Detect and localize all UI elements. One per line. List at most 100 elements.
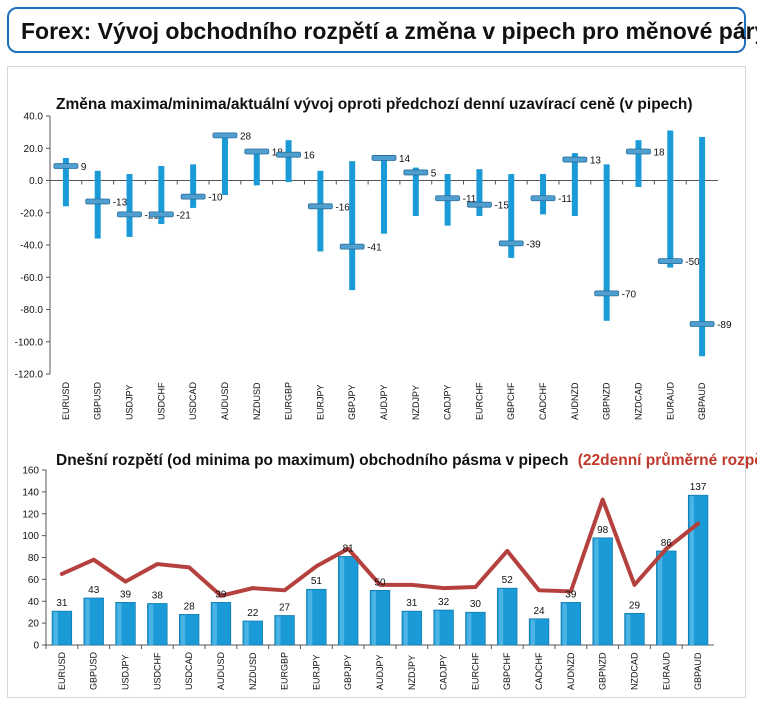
chart1-current-marker xyxy=(212,132,238,139)
chart1-current-marker xyxy=(498,240,524,247)
chart2-data-label: 81 xyxy=(343,543,355,554)
chart1-data-label: -13 xyxy=(113,197,128,208)
chart2-data-label: 52 xyxy=(502,575,514,586)
chart2-bar-highlight xyxy=(657,551,663,645)
chart2-bar-highlight xyxy=(467,613,472,645)
chart2-bar-highlight xyxy=(594,538,599,645)
chart2-data-label: 29 xyxy=(629,600,641,611)
chart2-data-label: 51 xyxy=(311,576,323,587)
chart1-range-bar xyxy=(603,164,610,321)
page-header: Forex: Vývoj obchodního rozpětí a změna … xyxy=(7,7,757,53)
chart1-current-marker xyxy=(180,193,206,200)
chart2-category-label: EURJPY xyxy=(311,654,321,690)
chart2-category-label: NZDCAD xyxy=(629,652,639,690)
chart2-category-label: USDCHF xyxy=(152,652,162,690)
chart2-data-label: 86 xyxy=(661,538,673,549)
chart2-category-label: EURGBP xyxy=(280,652,290,690)
chart1-axes: 40.0 20.0 0.0 -20.0 -40.0 -60.0 -80.0 -100.0 -12… xyxy=(15,112,718,420)
chart2-bar-highlight xyxy=(562,603,567,645)
chart1-current-marker xyxy=(339,243,365,250)
chart2-bar-highlight xyxy=(308,590,313,645)
chart2-category-label: GBPNZD xyxy=(598,652,608,690)
chart1-category-label: EURCHF xyxy=(474,382,484,420)
chart1-current-marker xyxy=(276,151,301,158)
chart1-y-tick-label: 0.0 xyxy=(29,176,43,187)
chart2-y-tick-label: 100 xyxy=(22,531,39,542)
chart2-data-label: 38 xyxy=(152,590,164,601)
chart1-category-label: GBPUSD xyxy=(93,381,103,420)
chart1-y-tick-label: 20.0 xyxy=(24,144,44,155)
chart2-category-label: NZDUSD xyxy=(248,652,258,690)
chart1-category-label: NZDJPY xyxy=(411,385,421,420)
chart2-bar-highlight xyxy=(117,603,122,645)
chart1-category-label: CADJPY xyxy=(443,384,453,420)
chart2-data-label: 31 xyxy=(406,598,418,609)
chart1-marks: 9-13-21-21-10281816-16-41145-11-15-39-11… xyxy=(53,130,732,357)
chart1-current-marker xyxy=(148,211,174,218)
chart1-category-label: GBPAUD xyxy=(697,382,707,420)
chart1-category-label: AUDNZD xyxy=(570,382,580,420)
chart2-bar-highlight xyxy=(530,619,536,645)
chart2-bar-highlight xyxy=(85,598,90,645)
chart2-bar-highlight xyxy=(435,611,440,645)
chart1-range-bar xyxy=(699,136,706,357)
chart2-y-tick-label: 140 xyxy=(22,487,39,498)
chart1-current-marker xyxy=(53,163,79,169)
chart1-range-bar xyxy=(476,169,483,216)
chart2-data-label: 32 xyxy=(438,597,450,608)
chart1-data-label: 13 xyxy=(590,156,602,167)
chart1-range-bar xyxy=(94,170,101,239)
chart2-data-label: 43 xyxy=(88,585,100,596)
chart2-category-label: NZDJPY xyxy=(407,655,417,690)
chart1-range-bar xyxy=(540,174,547,215)
chart2-category-label: EURAUD xyxy=(661,651,671,690)
chart1-current-marker xyxy=(307,203,333,210)
chart1-current-marker xyxy=(689,321,715,327)
chart1-range-bar xyxy=(667,130,674,268)
chart2-data-label: 28 xyxy=(184,601,196,612)
chart2-bar-highlight xyxy=(626,614,631,645)
chart1-range-bar xyxy=(412,167,419,216)
chart1-current-marker xyxy=(117,211,142,218)
chart1-category-label: EURUSD xyxy=(61,381,71,420)
chart1-current-marker xyxy=(657,258,683,265)
chart1-current-marker xyxy=(371,155,397,161)
chart1-data-label: -11 xyxy=(463,194,477,205)
chart1-category-label: NZDCAD xyxy=(633,382,643,420)
chart1-data-label: 5 xyxy=(431,168,437,179)
chart1-range-bar xyxy=(62,157,69,207)
chart1-range-bar xyxy=(253,153,260,186)
chart2-average-line xyxy=(59,497,701,598)
chart1-y-tick-label: -120.0 xyxy=(15,370,44,381)
chart2-category-label: GBPJPY xyxy=(343,654,353,690)
chart1-category-label: CADCHF xyxy=(538,382,548,420)
chart1-category-label: EURGBP xyxy=(284,382,294,420)
chart1-data-label: -11 xyxy=(558,194,572,205)
chart2-category-label: EURUSD xyxy=(57,651,67,690)
chart2-category-label: USDJPY xyxy=(121,654,131,690)
chart2-y-tick-label: 0 xyxy=(33,641,39,652)
chart1-current-marker xyxy=(85,198,111,205)
chart1-category-label: EURJPY xyxy=(315,384,325,420)
chart2-y-tick-label: 160 xyxy=(22,466,39,477)
chart1-range-bar xyxy=(285,140,292,183)
chart2-category-label: CADJPY xyxy=(439,654,449,690)
chart1-data-label: -15 xyxy=(494,201,509,212)
chart1-current-marker xyxy=(467,201,492,208)
chart1-current-marker xyxy=(626,148,651,155)
chart1-data-label: 28 xyxy=(240,131,252,142)
chart1-current-marker xyxy=(530,195,556,202)
chart1-y-tick-label: -100.0 xyxy=(15,337,44,348)
chart1-range-bar xyxy=(349,161,356,291)
chart1-data-label: -41 xyxy=(367,243,382,254)
chart2-bar-highlight xyxy=(403,612,408,645)
chart1-data-label: 16 xyxy=(304,151,316,162)
chart2-data-label: 22 xyxy=(247,608,259,619)
chart1-y-tick-label: -40.0 xyxy=(20,241,43,252)
chart1-data-label: -10 xyxy=(208,193,223,204)
chart2-category-label: GBPUSD xyxy=(89,651,99,690)
chart2-title-main: Dnešní rozpětí (od minima po maximum) ob… xyxy=(56,452,568,469)
chart1-data-label: -16 xyxy=(335,202,350,213)
chart1-range-bar xyxy=(221,133,228,196)
